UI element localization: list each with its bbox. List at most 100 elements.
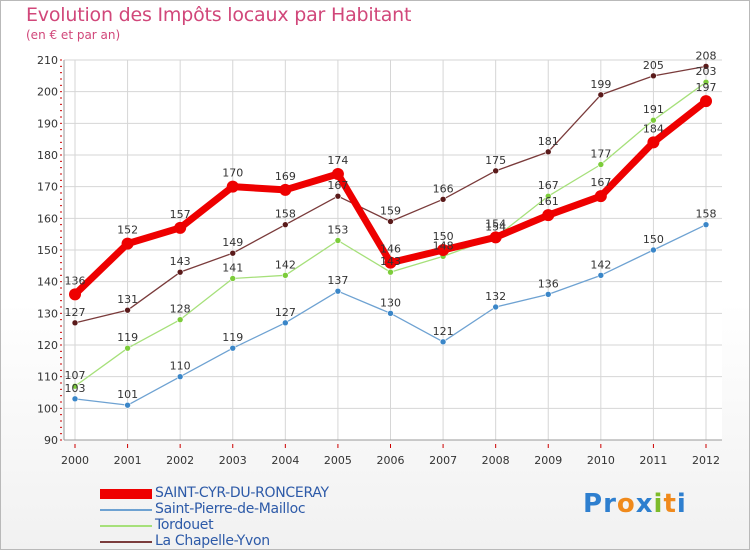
x-tick-label: 2000 <box>61 454 89 467</box>
logo-letter: x <box>635 489 654 519</box>
data-label: 154 <box>485 220 506 233</box>
data-point <box>387 268 394 276</box>
y-tick-label: 170 <box>37 181 58 194</box>
x-tick-label: 2003 <box>219 454 247 467</box>
logo-letter: r <box>603 489 617 519</box>
x-tick-label: 2007 <box>429 454 457 467</box>
x-tick-label: 2012 <box>692 454 720 467</box>
logo-letter: i <box>676 489 687 519</box>
legend-label: Saint-Pierre-de-Mailloc <box>155 501 306 517</box>
data-point <box>176 268 184 276</box>
data-label: 141 <box>222 262 243 275</box>
logo-letter: i <box>653 489 664 519</box>
logo-letter: P <box>583 489 604 519</box>
data-label: 132 <box>485 290 506 303</box>
data-point <box>121 237 134 250</box>
data-point <box>597 91 605 99</box>
data-label: 158 <box>275 208 296 221</box>
data-point <box>176 373 184 380</box>
data-label: 197 <box>696 81 717 94</box>
data-label: 205 <box>643 59 664 72</box>
data-point <box>71 382 79 390</box>
x-tick-label: 2006 <box>377 454 405 467</box>
data-point <box>544 148 552 156</box>
data-point <box>71 319 79 327</box>
data-label: 167 <box>538 179 559 192</box>
data-label: 150 <box>643 233 664 246</box>
x-tick-label: 2005 <box>324 454 352 467</box>
data-label: 152 <box>117 224 138 237</box>
chart-title: Evolution des Impôts locaux par Habitant <box>26 4 412 26</box>
data-point <box>647 136 660 149</box>
data-point <box>700 95 712 108</box>
chart-subtitle: (en € et par an) <box>26 28 121 42</box>
data-point <box>650 72 657 80</box>
data-point <box>69 288 81 301</box>
data-label: 130 <box>380 296 401 309</box>
data-label: 170 <box>222 167 243 180</box>
data-label: 161 <box>538 195 559 208</box>
data-point <box>279 183 292 196</box>
y-tick-label: 190 <box>37 117 58 130</box>
data-point <box>387 218 394 225</box>
data-labels-layer: 127 131 143 149 158 167 159 166 175 181 199 205 208 1… <box>65 49 717 401</box>
data-label: 137 <box>327 274 348 287</box>
data-label: 199 <box>590 78 611 91</box>
data-point <box>334 287 342 295</box>
data-label: 107 <box>65 369 86 382</box>
data-label: 121 <box>433 325 454 338</box>
y-tick-label: 210 <box>37 54 58 67</box>
data-label: 131 <box>117 293 138 306</box>
data-label: 136 <box>65 274 86 287</box>
data-point <box>544 291 552 298</box>
x-tick-label: 2010 <box>587 454 615 467</box>
data-label: 142 <box>275 258 296 271</box>
data-point <box>334 237 342 244</box>
data-label: 159 <box>380 205 401 218</box>
data-label: 166 <box>433 182 454 195</box>
data-label: 110 <box>170 360 191 373</box>
data-label: 174 <box>327 154 348 167</box>
data-point <box>174 221 187 234</box>
data-point <box>282 319 289 327</box>
data-label: 184 <box>643 122 664 135</box>
data-point <box>229 275 237 282</box>
x-tick-label: 2011 <box>639 454 667 467</box>
data-label: 146 <box>380 243 401 256</box>
data-point <box>124 306 131 314</box>
data-label: 167 <box>590 176 611 189</box>
data-label: 154 <box>485 217 506 230</box>
y-tick-label: 110 <box>37 371 58 384</box>
proxiti-logo: Proxiti <box>583 489 687 519</box>
legend-swatch <box>100 489 152 499</box>
data-point <box>71 395 79 403</box>
legend-swatch <box>100 541 152 543</box>
data-label: 169 <box>275 170 296 183</box>
data-point <box>282 272 289 279</box>
data-point <box>437 244 450 256</box>
data-point <box>226 180 239 193</box>
data-point <box>334 192 342 200</box>
y-tick-label: 200 <box>37 86 58 99</box>
data-point <box>387 310 394 317</box>
data-label: 119 <box>222 331 243 344</box>
data-point <box>594 190 607 203</box>
data-label: 119 <box>117 331 138 344</box>
data-label: 127 <box>275 306 296 319</box>
legend-swatch <box>100 509 152 511</box>
y-tick-label: 180 <box>37 149 58 162</box>
x-tick-label: 2008 <box>482 454 510 467</box>
data-point <box>282 221 289 228</box>
y-tick-label: 140 <box>37 276 58 289</box>
data-label: 208 <box>696 49 717 62</box>
data-label: 143 <box>380 255 401 268</box>
data-point <box>384 256 397 269</box>
y-tick-label: 150 <box>37 244 58 257</box>
data-point <box>597 272 605 279</box>
data-label: 175 <box>485 154 506 167</box>
data-point <box>650 116 657 124</box>
y-tick-label: 90 <box>44 434 58 447</box>
data-point <box>176 316 184 323</box>
data-label: 136 <box>538 277 559 290</box>
